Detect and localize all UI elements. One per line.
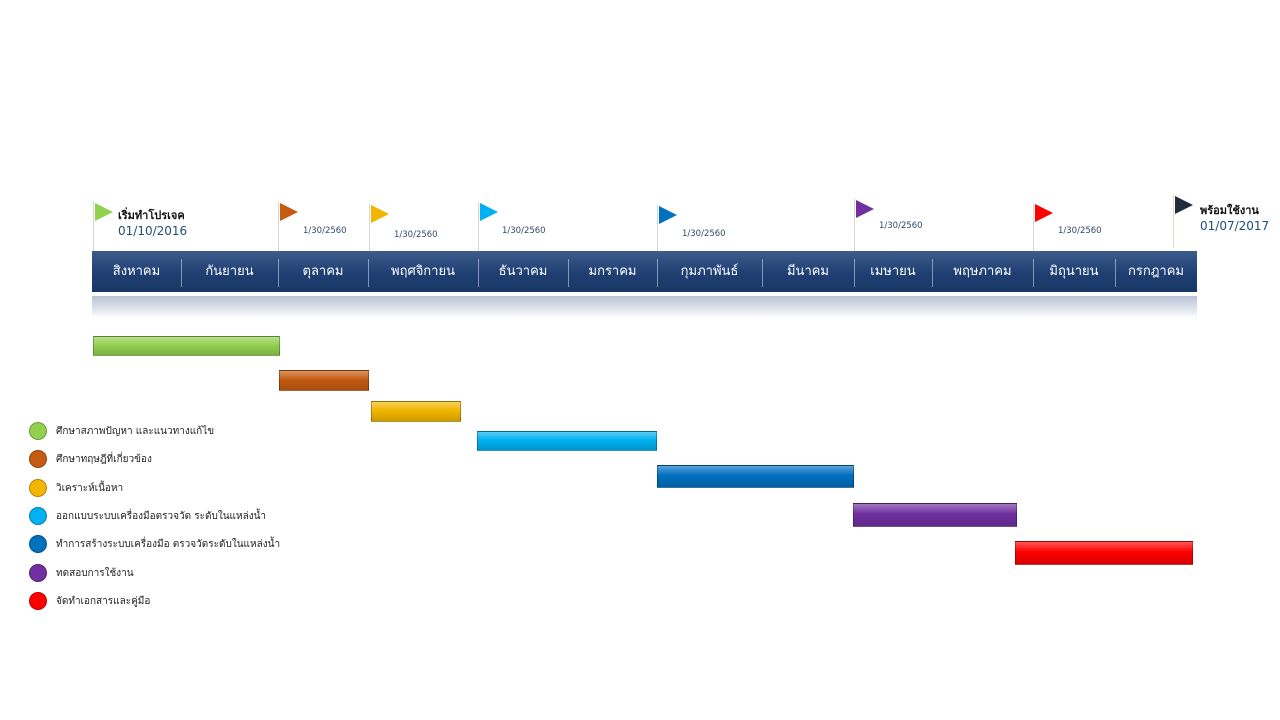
month-separator	[762, 259, 763, 287]
legend-label: ออกแบบระบบเครื่องมือตรวจวัด ระดับในแหล่ง…	[56, 510, 267, 522]
legend-label: ศึกษาทฤษฎีที่เกี่ยวข้อง	[56, 454, 152, 466]
legend-label: ทำการสร้างระบบเครื่องมือ ตรวจวัดระดับในแ…	[56, 539, 281, 551]
flag-pole	[854, 199, 855, 251]
month-label: กันยายน	[205, 264, 254, 279]
gantt-bar	[279, 370, 369, 391]
phase-flag-date: 1/30/2560	[682, 229, 726, 239]
legend-dot-icon	[29, 591, 47, 610]
legend-dot-icon	[29, 478, 47, 497]
legend-label: ทดสอบการใช้งาน	[56, 567, 134, 579]
start-milestone-title: เริ่มทำโปรเจค	[118, 209, 185, 222]
gantt-bar	[657, 465, 854, 488]
month-label: สิงหาคม	[112, 264, 161, 279]
legend-label: วิเคราะห์เนื้อหา	[56, 482, 124, 494]
legend-label: ศึกษาสภาพปัญหา และแนวทางแก้ไข	[56, 426, 215, 437]
gantt-bar	[853, 503, 1017, 527]
month-label: พฤศจิกายน	[391, 264, 455, 279]
start-flag-icon	[95, 203, 113, 221]
month-label: มิถุนายน	[1049, 264, 1099, 279]
month-separator	[278, 259, 279, 287]
gantt-bar	[93, 336, 280, 356]
month-separator	[181, 259, 182, 287]
timeline-band	[92, 251, 1197, 292]
flag-pole	[278, 202, 279, 254]
flag-pole	[1033, 203, 1034, 255]
start-milestone-date: 01/10/2016	[118, 224, 188, 238]
end-milestone-date: 01/07/2017	[1200, 219, 1270, 233]
flag-pole	[478, 202, 479, 254]
end-milestone-title: พร้อมใช้งาน	[1200, 204, 1259, 217]
gantt-bar	[477, 431, 657, 451]
month-separator	[368, 259, 369, 287]
legend-label: จัดทำเอกสารและคู่มือ	[56, 595, 151, 607]
month-separator	[1115, 259, 1116, 287]
phase-flag-date: 1/30/2560	[303, 226, 347, 236]
month-label: มกราคม	[588, 264, 637, 279]
gantt-bar	[1015, 541, 1193, 565]
month-separator	[657, 259, 658, 287]
timeline-band-reflection	[92, 296, 1197, 318]
month-label: กุมภาพันธ์	[680, 264, 739, 279]
flag-icon	[280, 203, 298, 221]
phase-flag-date: 1/30/2560	[879, 221, 923, 231]
month-label: เมษายน	[870, 264, 916, 279]
month-separator	[1033, 259, 1034, 287]
legend-dot-icon	[29, 563, 47, 582]
flag-pole	[369, 204, 370, 256]
month-label: กรกฎาคม	[1127, 264, 1185, 279]
month-label: ตุลาคม	[302, 264, 344, 279]
month-separator	[568, 259, 569, 287]
flag-icon	[856, 200, 874, 218]
flag-icon	[371, 205, 389, 223]
phase-flag-date: 1/30/2560	[394, 230, 438, 240]
month-separator	[854, 259, 855, 287]
flag-icon	[1035, 204, 1053, 222]
flag-icon	[659, 206, 677, 224]
month-separator	[478, 259, 479, 287]
gantt-bar	[371, 401, 461, 422]
phase-flag-date: 1/30/2560	[502, 226, 546, 236]
legend-dot-icon	[29, 450, 47, 469]
phase-flag-date: 1/30/2560	[1058, 226, 1102, 236]
month-separator	[932, 259, 933, 287]
flag-pole	[657, 205, 658, 257]
month-label: พฤษภาคม	[953, 264, 1012, 279]
flag-icon	[480, 203, 498, 221]
month-label: มีนาคม	[786, 264, 830, 279]
end-flag-icon	[1175, 196, 1193, 214]
legend-dot-icon	[29, 422, 47, 440]
legend-dot-icon	[29, 506, 47, 525]
month-label: ธันวาคม	[498, 264, 548, 279]
legend-dot-icon	[29, 535, 47, 554]
